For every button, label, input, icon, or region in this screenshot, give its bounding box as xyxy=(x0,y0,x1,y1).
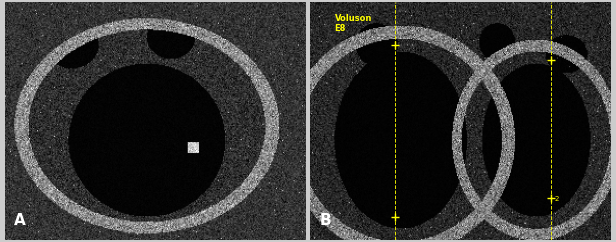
Text: B: B xyxy=(320,213,331,228)
Text: 2: 2 xyxy=(554,196,559,202)
Text: A: A xyxy=(14,213,26,228)
Text: Voluson
E8: Voluson E8 xyxy=(334,14,372,33)
